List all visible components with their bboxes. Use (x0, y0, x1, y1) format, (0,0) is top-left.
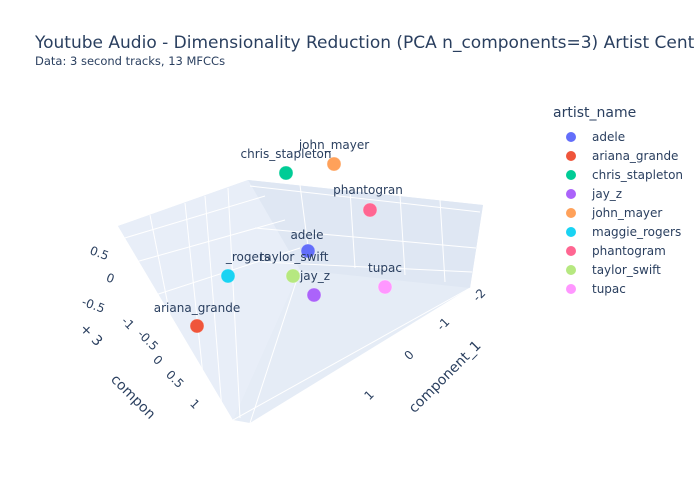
legend-item-chris_stapleton[interactable]: chris_stapleton (553, 165, 683, 184)
z-tick-label: 0 (104, 270, 116, 286)
point-adele (300, 243, 316, 259)
chart-title: Youtube Audio - Dimensionality Reduction… (35, 33, 695, 53)
grid-line (261, 261, 473, 273)
grid-line (254, 227, 477, 249)
y-tick-label: -1 (119, 314, 137, 332)
grid-line (232, 287, 471, 421)
legend-item-maggie_rogers[interactable]: maggie_rogers (553, 222, 683, 241)
grid-line (399, 194, 406, 276)
legend: artist_name adele ariana_grande chris_stap… (553, 105, 683, 298)
legend-item-john_mayer[interactable]: john_mayer (553, 203, 683, 222)
point-tupac (377, 279, 393, 295)
grid-line (204, 195, 223, 411)
grid-line (117, 195, 266, 241)
legend-label: chris_stapleton (592, 167, 684, 182)
x-axis-title: component_1 (406, 338, 485, 417)
legend-swatch (566, 131, 576, 142)
y-tick-label: 0.5 (163, 367, 186, 390)
legend-swatch (566, 169, 576, 180)
y-tick-label: 0 (150, 353, 165, 368)
point-label-john_mayer: john_mayer (298, 138, 369, 152)
legend-label: taylor_swift (592, 262, 661, 277)
point-label-phantogram: phantogran (333, 183, 403, 197)
z-axis-title: + 3 (76, 321, 105, 350)
point-jay_z (306, 287, 322, 303)
point-label-adele: adele (290, 228, 323, 242)
point-label-chris_stapleton: chris_stapleton (240, 147, 331, 161)
legend-label: jay_z (592, 186, 623, 201)
legend-item-phantogram[interactable]: phantogram (553, 241, 683, 260)
right-wall (248, 180, 483, 288)
point-maggie_rogers (220, 268, 236, 284)
legend-swatch (566, 150, 576, 161)
legend-label: john_mayer (592, 205, 663, 220)
legend-item-tupac[interactable]: tupac (553, 279, 683, 298)
legend-swatch (566, 283, 576, 294)
y-tick-label: -0.5 (135, 327, 161, 353)
y-tick-label: 1 (187, 397, 202, 412)
grid-line (249, 185, 481, 213)
legend-swatch (566, 207, 576, 218)
legend-title: artist_name (553, 105, 637, 121)
chart-subtitle: Data: 3 second tracks, 13 MFCCs (35, 54, 226, 68)
legend-label: phantogram (592, 243, 666, 258)
point-taylor_swift (285, 268, 301, 284)
point-label-tupac: tupac (368, 261, 402, 275)
legend-label: maggie_rogers (592, 224, 682, 239)
x-tick-label: 0 (402, 348, 417, 363)
x-tick-label: -2 (470, 286, 488, 304)
grid-line (249, 269, 301, 424)
point-john_mayer (326, 156, 342, 172)
point-chris_stapleton (278, 165, 294, 181)
grid-line (139, 247, 301, 301)
left-wall (118, 180, 300, 420)
legend-swatch (566, 264, 576, 275)
data-points: adele ariana_grande chris_stapleton jay_z jo… (154, 138, 403, 334)
grid-line (149, 214, 181, 366)
point-label-jay_z: jay_z (299, 269, 330, 283)
grid-line (227, 187, 241, 419)
y-axis-title: compon (107, 372, 158, 423)
grid-line (184, 202, 206, 396)
z-tick-label: -0.5 (80, 295, 107, 316)
x-tick-label: -1 (434, 315, 452, 333)
legend-label: adele (592, 129, 626, 144)
grid-line (439, 199, 446, 283)
grid-line (124, 219, 286, 266)
legend-swatch (566, 188, 576, 199)
point-phantogram (362, 202, 378, 218)
grid-line (349, 189, 356, 269)
x-tick-label: 1 (362, 388, 377, 403)
legend-label: tupac (592, 281, 626, 296)
legend-item-ariana_grande[interactable]: ariana_grande (553, 146, 683, 165)
point-ariana_grande (189, 318, 205, 334)
legend-label: ariana_grande (592, 148, 679, 163)
legend-swatch (566, 226, 576, 237)
scene-panes (117, 180, 483, 424)
legend-item-adele[interactable]: adele (553, 127, 683, 146)
legend-item-taylor_swift[interactable]: taylor_swift (553, 260, 683, 279)
grid-lines (117, 184, 481, 424)
point-label-ariana_grande: ariana_grande (154, 301, 240, 315)
point-label-maggie_rogers: _rogers (225, 250, 270, 264)
legend-item-jay_z[interactable]: jay_z (553, 184, 683, 203)
point-label-taylor_swift: taylor_swift (260, 250, 329, 264)
legend-swatch (566, 245, 576, 256)
z-tick-label: 0.5 (88, 243, 111, 263)
